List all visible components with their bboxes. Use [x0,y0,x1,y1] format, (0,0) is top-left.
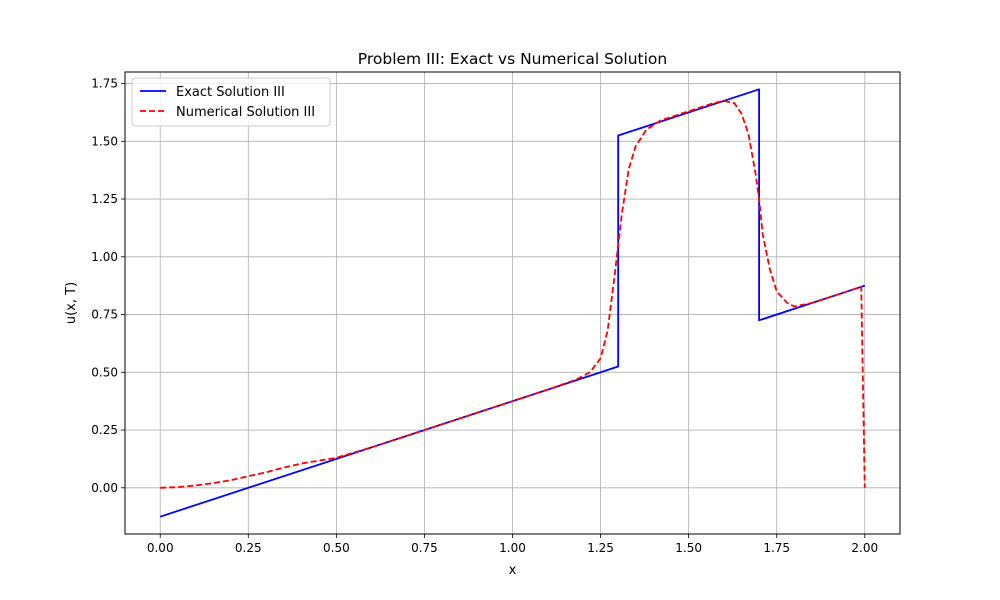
y-axis-ticks: 0.00 0.25 0.50 0.75 1.00 1.25 1.50 1.75 [91,77,125,495]
x-tick-label: 1.25 [587,541,614,555]
x-tick-label: 0.00 [147,541,174,555]
series-line-numerical [160,99,866,489]
y-tick-label: 0.50 [91,365,118,379]
y-tick-label: 1.50 [91,134,118,148]
legend-label-exact: Exact Solution III [176,85,285,100]
x-tick-label: 1.50 [675,541,702,555]
chart-title: Problem III: Exact vs Numerical Solution [358,50,667,68]
y-axis-label: u(x, T) [64,282,79,324]
y-tick-label: 0.75 [91,308,118,322]
x-tick-label: 0.25 [235,541,262,555]
legend-box [131,77,331,127]
x-tick-label: 0.75 [411,541,438,555]
y-tick-label: 1.00 [91,250,118,264]
y-tick-label: 0.00 [91,481,118,495]
series-line-exact [159,88,866,518]
y-tick-label: 1.75 [91,77,118,91]
y-tick-label: 1.25 [91,192,118,206]
x-axis-label: x [509,563,517,578]
grid [125,72,900,534]
y-tick-label: 0.25 [91,423,118,437]
x-axis-ticks: 0.00 0.25 0.50 0.75 1.00 1.25 1.50 1.75 2.00 [147,534,878,555]
plot-lines [159,88,866,518]
x-tick-label: 1.00 [499,541,526,555]
x-tick-label: 2.00 [851,541,878,555]
x-tick-label: 0.50 [323,541,350,555]
legend-label-numerical: Numerical Solution III [176,105,315,120]
x-tick-label: 1.75 [763,541,790,555]
legend: Exact Solution III Numerical Solution II… [131,77,331,127]
